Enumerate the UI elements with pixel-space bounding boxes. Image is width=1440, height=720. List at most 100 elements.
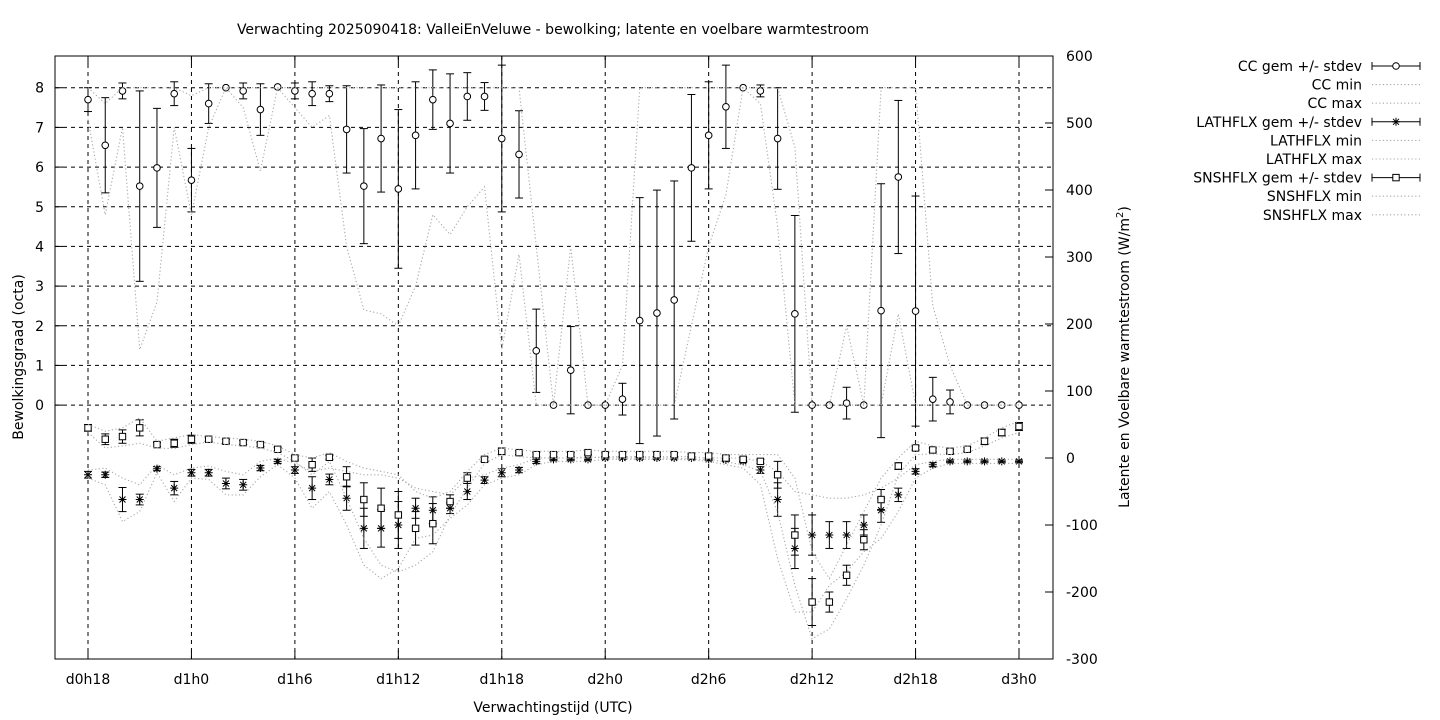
series-line — [87, 458, 1019, 613]
y-tick-label-right: 400 — [1066, 183, 1093, 199]
series-layer — [84, 64, 1023, 640]
data-point — [136, 424, 144, 432]
data-point — [773, 471, 782, 479]
data-point — [515, 448, 523, 457]
legend-label: CC max — [1307, 96, 1362, 112]
data-point — [135, 495, 144, 504]
data-point — [101, 435, 109, 443]
data-point — [963, 401, 972, 409]
data-point — [394, 511, 403, 519]
y-tick-label-left: 7 — [35, 120, 44, 136]
x-tick-label: d3h0 — [1001, 672, 1037, 688]
data-point — [463, 474, 471, 482]
data-point — [204, 435, 213, 443]
data-point — [980, 401, 989, 409]
data-point — [583, 455, 592, 464]
data-point — [515, 150, 523, 159]
data-point — [377, 504, 385, 512]
legend-item: LATHFLX gem +/- stdev — [1196, 115, 1421, 131]
data-point — [739, 455, 747, 464]
data-point — [325, 475, 334, 484]
data-point — [567, 450, 575, 459]
data-point — [360, 495, 368, 504]
data-point — [480, 92, 489, 101]
series-snshflx-gem-stdev — [84, 419, 1023, 626]
series-snshflx-min — [87, 431, 1020, 640]
data-point — [222, 437, 230, 445]
y2-axis-label-main: Latente en Voelbare warmtestroom (W/m — [1117, 218, 1133, 508]
data-point — [825, 531, 834, 540]
legend-label: CC min — [1312, 78, 1362, 94]
data-point — [377, 134, 385, 143]
legend-swatch-marker — [1392, 117, 1400, 126]
data-point — [549, 455, 558, 464]
data-point — [894, 173, 903, 181]
data-point — [498, 447, 506, 456]
data-point — [291, 87, 299, 95]
data-point — [480, 476, 489, 485]
data-point — [153, 164, 161, 172]
data-point — [601, 450, 609, 459]
y-tick-label-left: 6 — [35, 160, 44, 176]
data-point — [704, 131, 713, 140]
data-point — [84, 470, 92, 479]
data-point — [429, 519, 437, 528]
data-point — [1015, 422, 1023, 431]
legend-swatch-marker — [1392, 62, 1400, 70]
data-point — [170, 484, 179, 493]
data-point — [187, 468, 196, 477]
data-point — [101, 141, 110, 150]
data-point — [394, 185, 403, 193]
data-point — [325, 453, 334, 462]
y-axis-label: Bewolkingsgraad (octa) — [11, 274, 27, 440]
y-tick-label-right: 0 — [1066, 451, 1075, 467]
data-point — [239, 87, 247, 95]
data-point — [101, 470, 110, 479]
y-tick-label-right: 200 — [1066, 317, 1093, 333]
data-point — [411, 524, 420, 533]
data-point — [653, 309, 661, 317]
data-point — [998, 428, 1006, 437]
data-point — [118, 87, 127, 95]
x-tick-label: d0h18 — [66, 672, 110, 688]
y-tick-label-right: -200 — [1066, 585, 1098, 601]
data-point — [618, 450, 627, 459]
data-point — [221, 479, 230, 488]
x-tick-label: d1h12 — [376, 672, 420, 688]
legend-item: SNSHFLX max — [1263, 208, 1420, 224]
data-point — [791, 310, 799, 318]
data-point — [359, 524, 368, 533]
y2-axis-label-end: ) — [1117, 206, 1133, 211]
data-point — [756, 466, 765, 475]
data-point — [894, 490, 903, 499]
data-point — [446, 497, 454, 506]
data-point — [84, 424, 92, 432]
series-line — [87, 456, 1019, 499]
data-point — [808, 598, 816, 606]
series-lathflx-min — [87, 458, 1019, 613]
data-point — [911, 444, 920, 452]
data-point — [532, 346, 541, 355]
data-point — [515, 466, 524, 475]
data-point — [256, 105, 265, 114]
legend-item: CC min — [1312, 78, 1420, 94]
data-point — [429, 95, 437, 104]
data-point — [653, 450, 661, 459]
data-point — [618, 395, 627, 403]
data-point — [946, 447, 954, 456]
data-point — [756, 457, 765, 466]
y-tick-label-left: 8 — [35, 81, 44, 97]
data-point — [773, 134, 782, 143]
data-point — [825, 598, 834, 606]
x-tick-label: d1h18 — [480, 672, 524, 688]
data-point — [946, 398, 954, 406]
y-axis-right: -300 -200 -100 0 100 200 300 400 500 600 — [1045, 49, 1098, 668]
data-point — [532, 450, 540, 459]
data-point — [463, 487, 472, 496]
data-point — [1015, 457, 1023, 466]
data-point — [842, 571, 851, 579]
data-point — [170, 439, 178, 447]
data-point — [859, 521, 868, 529]
data-point — [204, 468, 213, 477]
y-tick-label-left: 1 — [35, 358, 44, 374]
